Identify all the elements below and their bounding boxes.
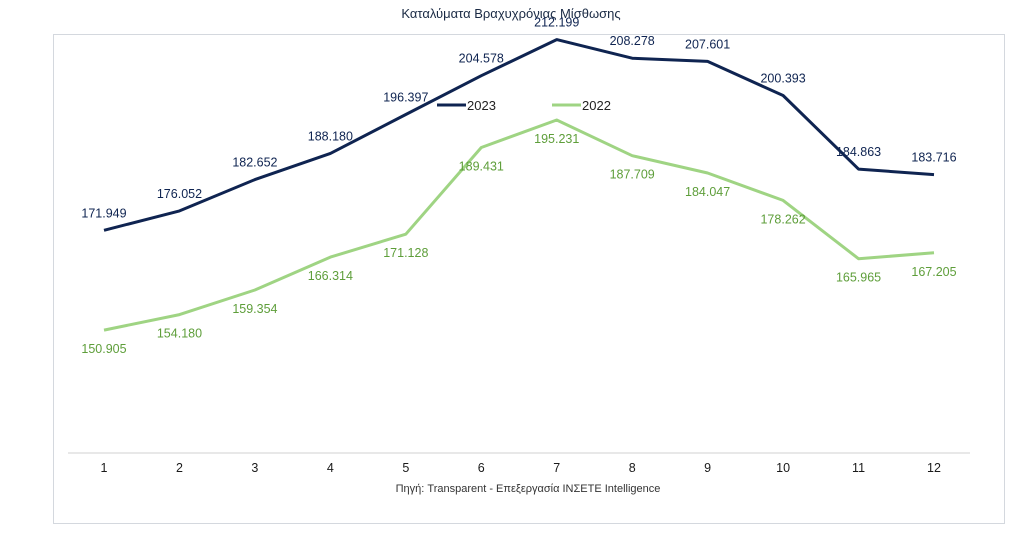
data-label-2022-11: 165.965 — [836, 271, 881, 285]
data-label-2023-3: 182.652 — [232, 156, 277, 170]
x-tick-label-3: 3 — [251, 461, 258, 475]
x-tick-label-12: 12 — [927, 461, 941, 475]
series-line-2023 — [103, 38, 935, 232]
data-label-2023-4: 188.180 — [308, 129, 353, 143]
data-label-2023-12: 183.716 — [911, 151, 956, 165]
data-label-2022-2: 154.180 — [157, 327, 202, 341]
data-label-2022-9: 184.047 — [685, 185, 730, 199]
chart-frame — [53, 34, 1005, 524]
series-line-2022 — [103, 118, 935, 332]
data-label-2022-5: 171.128 — [383, 246, 428, 260]
data-label-2022-1: 150.905 — [81, 342, 126, 356]
data-label-2023-5: 196.397 — [383, 90, 428, 104]
data-label-2023-10: 200.393 — [760, 72, 805, 86]
data-label-2023-2: 176.052 — [157, 187, 202, 201]
x-tick-label-5: 5 — [402, 461, 409, 475]
x-tick-label-8: 8 — [629, 461, 636, 475]
source-note: Πηγή: Transparent - Επεξεργασία ΙΝΣΕΤΕ I… — [396, 483, 661, 495]
x-tick-label-4: 4 — [327, 461, 334, 475]
legend-label-2022: 2022 — [582, 98, 611, 113]
data-label-2023-1: 171.949 — [81, 206, 126, 220]
x-axis-tick-labels: 1 2 3 4 5 6 7 8 9 10 11 12 — [101, 461, 941, 475]
data-labels: 171.949 176.052 182.652 188.180 196.397 204.5… — [81, 16, 956, 357]
data-label-2022-4: 166.314 — [308, 269, 353, 283]
data-label-2022-7: 195.231 — [534, 132, 579, 146]
x-tick-label-7: 7 — [553, 461, 560, 475]
x-tick-label-10: 10 — [776, 461, 790, 475]
legend: 2023 2022 — [437, 98, 611, 113]
x-tick-label-1: 1 — [101, 461, 108, 475]
x-tick-label-2: 2 — [176, 461, 183, 475]
data-label-2022-12: 167.205 — [911, 265, 956, 279]
data-label-2023-9: 207.601 — [685, 37, 730, 51]
x-tick-label-11: 11 — [852, 461, 865, 475]
data-label-2022-10: 178.262 — [760, 212, 805, 226]
data-label-2022-6: 189.431 — [459, 159, 504, 173]
data-label-2023-6: 204.578 — [459, 52, 504, 66]
data-label-2023-8: 208.278 — [610, 34, 655, 48]
x-tick-label-9: 9 — [704, 461, 711, 475]
data-label-2023-7: 212.199 — [534, 16, 579, 30]
x-tick-label-6: 6 — [478, 461, 485, 475]
series-lines — [103, 38, 935, 332]
legend-label-2023: 2023 — [467, 98, 496, 113]
data-label-2023-11: 184.863 — [836, 145, 881, 159]
chart-title: Καταλύματα Βραχυχρόνιας Μίσθωσης — [401, 6, 621, 21]
data-label-2022-8: 187.709 — [610, 168, 655, 182]
data-label-2022-3: 159.354 — [232, 302, 277, 316]
